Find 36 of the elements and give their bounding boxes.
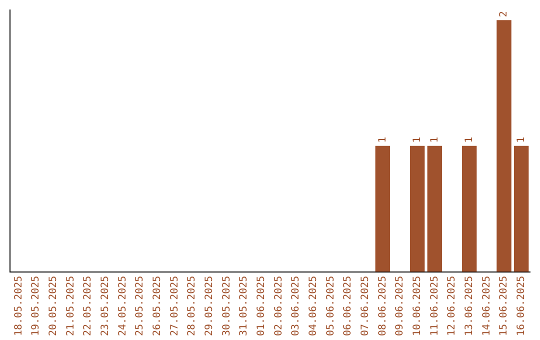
x-tick-label: 26.05.2025 (152, 276, 163, 336)
x-tick-label: 23.05.2025 (100, 276, 111, 336)
x-tick-label: 31.05.2025 (238, 276, 250, 336)
x-tick-label: 06.06.2025 (342, 276, 354, 336)
x-tick-label: 11.06.2025 (429, 276, 440, 336)
x-tick-label: 20.05.2025 (48, 276, 59, 336)
data-label: 1 (516, 136, 527, 143)
x-tick-label: 09.06.2025 (394, 276, 406, 336)
x-tick-label: 18.05.2025 (13, 276, 24, 336)
x-tick-label: 29.05.2025 (204, 276, 215, 336)
x-tick-label: 25.05.2025 (134, 276, 146, 336)
x-tick-label: 13.06.2025 (464, 276, 475, 336)
data-label: 1 (464, 136, 475, 143)
x-tick-label: 12.06.2025 (446, 276, 458, 336)
x-tick-label: 03.06.2025 (290, 276, 302, 336)
data-label: 1 (412, 136, 423, 143)
x-tick-label: 24.05.2025 (117, 276, 128, 336)
x-tick-label: 05.06.2025 (325, 276, 336, 336)
x-tick-label: 08.06.2025 (377, 276, 388, 336)
x-tick-label: 10.06.2025 (412, 276, 423, 336)
x-tick-label: 02.06.2025 (273, 276, 284, 336)
data-label: 1 (429, 136, 440, 143)
x-tick-label: 30.05.2025 (221, 276, 232, 336)
x-tick-label: 01.06.2025 (256, 276, 267, 336)
x-tick-label: 28.05.2025 (186, 276, 198, 336)
x-tick-label: 27.05.2025 (169, 276, 180, 336)
x-tick-label: 04.06.2025 (308, 276, 319, 336)
x-tick-label: 15.06.2025 (498, 276, 510, 336)
data-label: 2 (498, 11, 510, 18)
x-tick-label: 14.06.2025 (481, 276, 492, 336)
x-tick-label: 21.05.2025 (65, 276, 76, 336)
x-tick-label: 16.06.2025 (516, 276, 527, 336)
x-tick-label: 07.06.2025 (360, 276, 371, 336)
x-tick-label: 19.05.2025 (30, 276, 42, 336)
x-tick-label: 22.05.2025 (82, 276, 94, 336)
data-label: 1 (377, 136, 388, 143)
